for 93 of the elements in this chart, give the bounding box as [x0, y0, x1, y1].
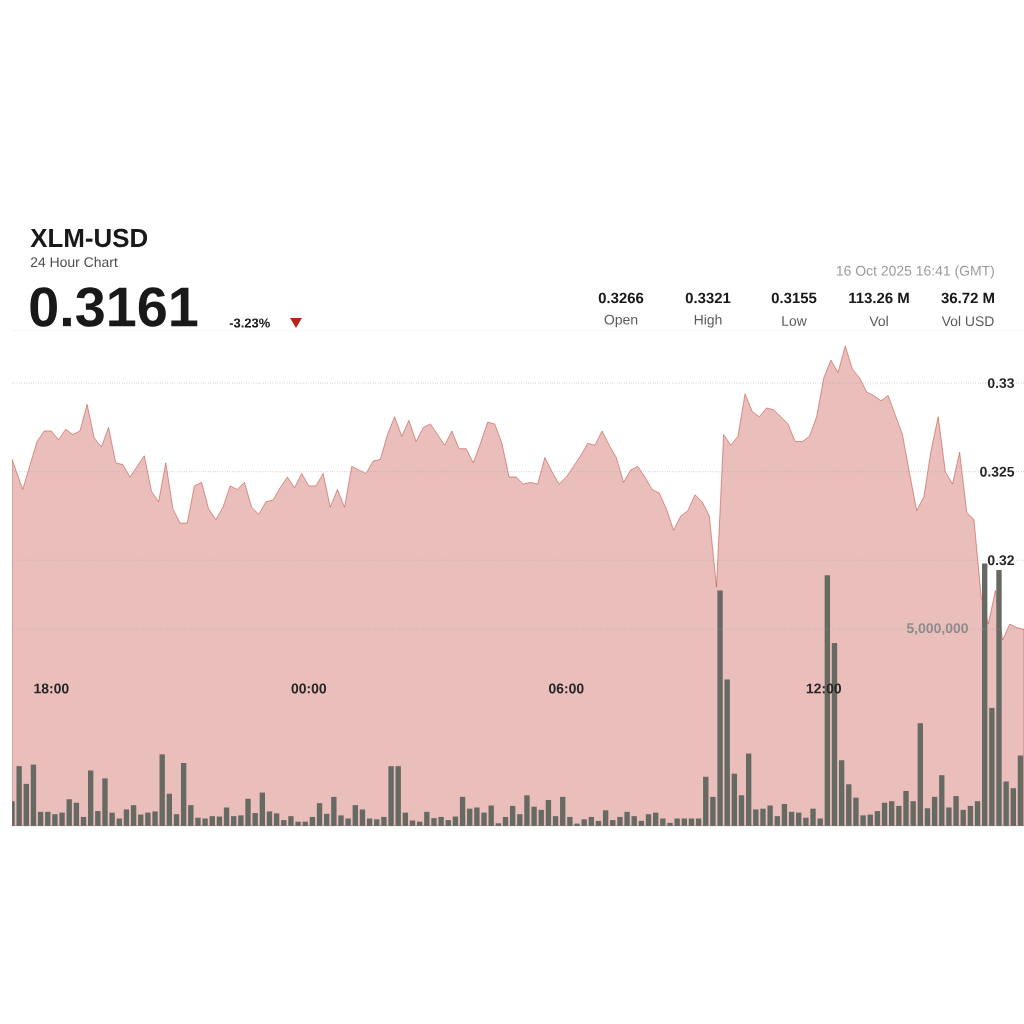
bar: [631, 816, 637, 826]
bar: [173, 814, 180, 826]
y-tick-label: 0.325: [980, 466, 1015, 477]
bar: [781, 803, 788, 826]
bar: [281, 820, 287, 826]
bar: [588, 816, 594, 826]
text: 113.26 M: [849, 292, 909, 304]
bar: [409, 820, 416, 826]
bar: [774, 816, 780, 826]
bar: [545, 800, 552, 826]
bar: [209, 816, 215, 826]
bar: [231, 816, 237, 826]
bar: [30, 764, 37, 826]
bar: [874, 811, 881, 826]
bar: [266, 811, 273, 826]
bar: [967, 805, 974, 826]
bar: [924, 808, 931, 826]
bar: [538, 809, 544, 826]
bar: [273, 813, 280, 826]
text: Vol USD: [941, 315, 994, 327]
x-tick-label: 18:00: [34, 683, 69, 694]
text: 16 Oct 2025 16:41 (GMT): [836, 265, 994, 279]
text: High: [694, 314, 722, 328]
bar: [509, 805, 516, 826]
text: 0.3321: [685, 292, 731, 304]
bar: [459, 796, 466, 826]
bar: [80, 816, 87, 826]
x-tick-label: 00:00: [291, 683, 327, 694]
bar: [745, 753, 752, 826]
bar: [838, 760, 845, 826]
bar: [495, 823, 502, 826]
bar: [73, 802, 80, 826]
bar: [23, 783, 29, 826]
bar: [166, 793, 173, 826]
bar: [974, 801, 981, 826]
bar: [37, 811, 44, 826]
text: Low: [782, 316, 807, 326]
bar: [889, 801, 895, 826]
text: 0.3155: [771, 292, 817, 304]
bar: [324, 813, 330, 826]
text: 0.3266: [598, 292, 644, 304]
y-tick-label: 0.33: [987, 378, 1014, 389]
y-tick-label: 0.32: [987, 555, 1014, 566]
bar: [87, 770, 94, 826]
y2-tick-label: 5,000,000: [906, 623, 968, 636]
text: Open: [604, 314, 638, 328]
bar: [917, 723, 923, 826]
bar: [645, 814, 652, 826]
bar: [517, 814, 523, 826]
bar: [881, 802, 888, 826]
bar: [788, 811, 795, 826]
bar: [16, 766, 22, 826]
bar: [931, 796, 938, 826]
bar: [180, 763, 187, 826]
bar: [467, 808, 473, 826]
bar: [359, 809, 366, 826]
bar: [602, 810, 609, 826]
x-tick-label: 06:00: [549, 683, 584, 694]
bar: [188, 805, 194, 826]
bar: [960, 809, 966, 826]
bar: [703, 776, 709, 826]
bar: [610, 820, 616, 826]
bar: [309, 816, 316, 826]
bar: [552, 816, 559, 826]
bar: [130, 805, 137, 826]
bar: [159, 754, 165, 826]
chart-subtitle: 24 Hour Chart: [30, 256, 118, 268]
bar: [1010, 788, 1016, 826]
text: 36.72 M: [941, 292, 994, 304]
bar: [488, 805, 494, 826]
bar: [395, 766, 401, 826]
bar: [223, 807, 230, 826]
bar: [502, 816, 509, 826]
text: 0.3161: [30, 287, 198, 327]
bar: [445, 820, 451, 826]
bar: [731, 773, 738, 826]
bar: [45, 811, 51, 826]
bar: [352, 805, 358, 826]
bar: [316, 803, 323, 826]
bar: [374, 819, 380, 826]
bar: [982, 563, 988, 826]
bar: [939, 775, 945, 826]
text: Vol: [869, 315, 888, 327]
bar: [123, 809, 130, 826]
text: -3.23%: [229, 318, 270, 328]
bar: [259, 792, 266, 826]
bar: [560, 796, 566, 826]
chart-title: XLM-USD: [30, 228, 148, 248]
bar: [66, 799, 72, 826]
bar: [1017, 755, 1024, 826]
bar: [846, 784, 852, 826]
bar: [724, 679, 730, 826]
bar: [738, 795, 745, 826]
